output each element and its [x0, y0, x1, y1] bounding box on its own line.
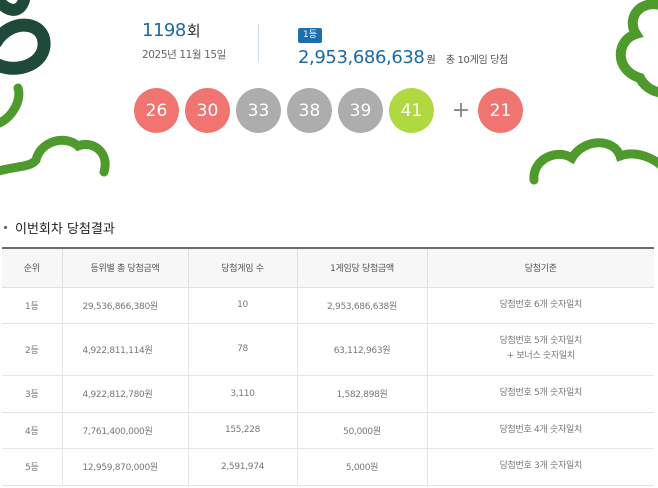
table-row: 3등 4,922,812,780원 3,110 1,582,898원 당첨번호 … — [2, 374, 654, 413]
winning-numbers: 26 30 33 38 39 41 + 21 — [134, 88, 529, 133]
bonus-ball: 21 — [478, 88, 523, 133]
decorative-clover-graphic — [0, 0, 658, 185]
column-header-games: 당첨게임 수 — [187, 247, 298, 288]
draw-round-suffix: 회 — [186, 22, 201, 40]
lotto-ball: 33 — [236, 88, 281, 133]
cell-total: 4,922,811,114원 — [61, 322, 189, 376]
lotto-ball: 38 — [287, 88, 332, 133]
criteria-text: 당첨번호 6개 숫자일치 — [499, 299, 583, 310]
cell-per-game: 2,953,686,638원 — [296, 286, 428, 324]
cell-games: 10 — [187, 286, 298, 324]
lotto-ball: 26 — [134, 88, 179, 133]
criteria-bonus-text: + 보너스 숫자일치 — [506, 351, 576, 361]
cell-games: 2,591,974 — [187, 447, 298, 486]
cell-games: 78 — [187, 322, 298, 376]
criteria-text: 당첨번호 3개 숫자일치 — [499, 461, 583, 471]
cell-per-game: 63,112,963원 — [296, 322, 428, 376]
prize-result-table: 순위 등위별 총 당첨금액 당첨게임 수 1게임당 당첨금액 당첨기준 1등 2… — [2, 247, 654, 486]
table-row: 1등 29,536,866,380원 10 2,953,686,638원 당첨번… — [2, 286, 654, 324]
column-header-criteria: 당첨기준 — [426, 247, 654, 288]
cell-total: 7,761,400,000원 — [61, 411, 189, 449]
column-header-total: 등위별 총 당첨금액 — [61, 247, 189, 288]
vertical-divider — [258, 24, 259, 62]
cell-total: 4,922,812,780원 — [61, 374, 189, 413]
cell-per-game: 5,000원 — [296, 447, 428, 486]
cell-total: 29,536,866,380원 — [61, 286, 189, 324]
cell-per-game: 1,582,898원 — [296, 374, 428, 413]
table-row: 4등 7,761,400,000원 155,228 50,000원 당첨번호 4… — [2, 411, 654, 449]
plus-icon: + — [451, 98, 471, 123]
cell-criteria: 당첨번호 4개 숫자일치 — [426, 411, 654, 449]
lotto-ball: 30 — [185, 88, 230, 133]
first-prize-info: 1등 2,953,686,638 원 총 10게임 당첨 — [298, 22, 508, 68]
cell-criteria: 당첨번호 3개 숫자일치 — [426, 447, 654, 486]
column-header-rank: 순위 — [2, 247, 63, 288]
draw-result-banner: 1198 회 2025년 11월 15일 1등 2,953,686,638 원 … — [0, 0, 658, 188]
lotto-ball: 39 — [338, 88, 383, 133]
rank-badge: 1등 — [298, 28, 323, 43]
criteria-text: 당첨번호 4개 숫자일치 — [499, 424, 583, 435]
column-header-per-game: 1게임당 당첨금액 — [296, 247, 428, 288]
table-header-row: 순위 등위별 총 당첨금액 당첨게임 수 1게임당 당첨금액 당첨기준 — [2, 247, 654, 288]
cell-rank: 4등 — [2, 411, 63, 449]
table-row: 2등 4,922,811,114원 78 63,112,963원 당첨번호 5개… — [2, 322, 654, 376]
cell-criteria: 당첨번호 5개 숫자일치 — [426, 374, 654, 413]
bullet-icon — [4, 226, 7, 229]
cell-rank: 3등 — [2, 374, 63, 413]
section-title-text: 이번회차 당첨결과 — [15, 222, 115, 237]
draw-round-number: 1198 — [142, 20, 186, 41]
first-prize-unit: 원 — [426, 55, 436, 66]
cell-total: 12,959,870,000원 — [61, 447, 189, 486]
cell-rank: 5등 — [2, 447, 63, 486]
criteria-text: 당첨번호 5개 숫자일치 — [499, 336, 583, 346]
cell-per-game: 50,000원 — [296, 411, 428, 449]
lotto-ball: 41 — [389, 88, 434, 133]
draw-round-info: 1198 회 2025년 11월 15일 — [142, 20, 252, 62]
cell-rank: 1등 — [2, 286, 63, 324]
table-row: 5등 12,959,870,000원 2,591,974 5,000원 당첨번호… — [2, 447, 654, 486]
cell-criteria: 당첨번호 6개 숫자일치 — [426, 286, 654, 324]
cell-criteria: 당첨번호 5개 숫자일치 + 보너스 숫자일치 — [426, 322, 654, 376]
draw-date: 2025년 11월 15일 — [142, 49, 226, 61]
winners-count: 총 10게임 당첨 — [445, 55, 509, 66]
cell-games: 3,110 — [187, 374, 298, 413]
criteria-text: 당첨번호 5개 숫자일치 — [499, 388, 583, 398]
cell-rank: 2등 — [2, 322, 63, 376]
section-title: 이번회차 당첨결과 — [4, 218, 115, 237]
first-prize-amount: 2,953,686,638 — [298, 47, 425, 68]
cell-games: 155,228 — [187, 411, 298, 449]
